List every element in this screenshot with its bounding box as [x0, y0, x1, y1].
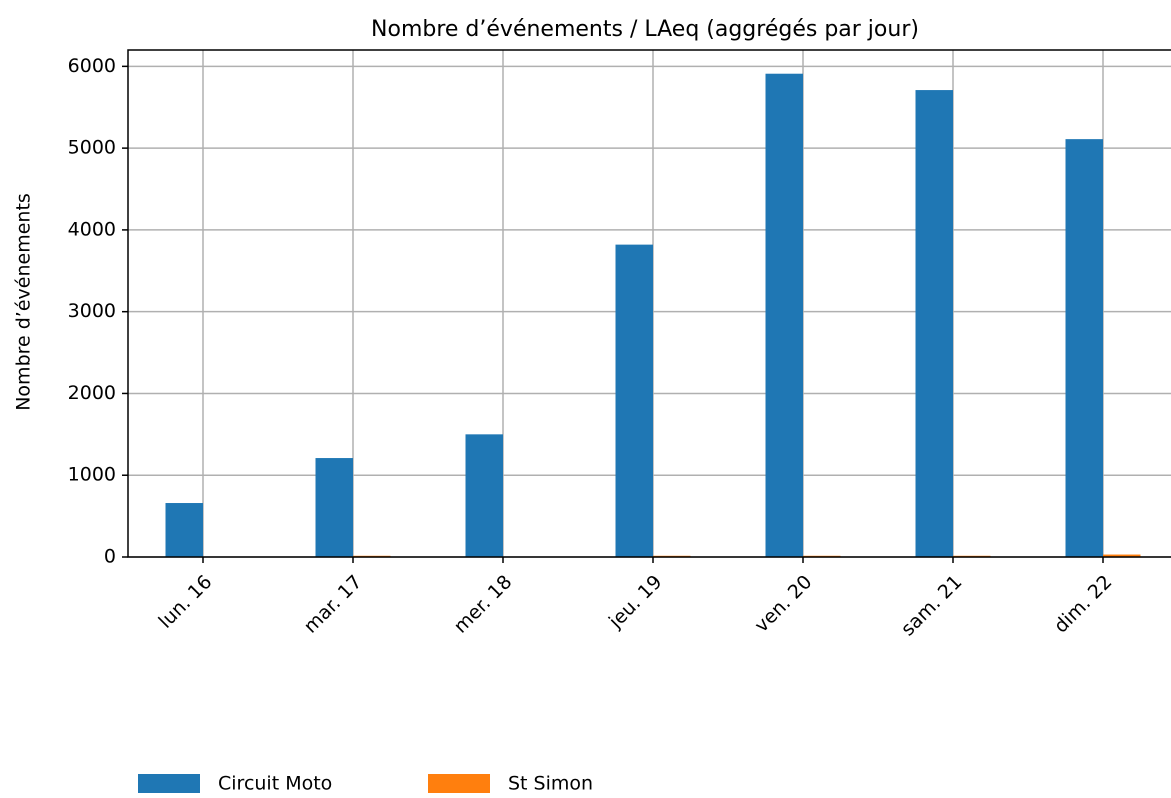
legend-label: Circuit Moto: [218, 773, 332, 795]
bar: [915, 90, 953, 558]
y-tick-label: 3000: [68, 300, 116, 322]
axis-spine: [127, 49, 1171, 558]
bar: [765, 73, 803, 558]
legend-label: St Simon: [508, 773, 593, 795]
bar: [615, 244, 653, 558]
x-tick-label: dim. 22: [1050, 571, 1117, 638]
y-axis-label: Nombre d’événements: [13, 193, 35, 411]
y-tick-label: 4000: [68, 218, 116, 240]
x-tick-label: mar. 17: [300, 571, 367, 638]
y-tick-label: 6000: [68, 55, 116, 77]
bar: [1103, 554, 1141, 557]
x-tick-label: lun. 16: [154, 571, 216, 633]
bar: [1065, 139, 1103, 558]
chart-title: Nombre d’événements / LAeq (aggrégés par…: [371, 17, 919, 42]
bar: [465, 434, 503, 557]
legend-swatch: [428, 774, 490, 793]
y-tick-label: 5000: [68, 137, 116, 159]
bar: [315, 458, 353, 557]
y-tick-label: 0: [104, 546, 116, 568]
legend-swatch: [138, 774, 200, 793]
bar: [165, 503, 203, 557]
x-tick-label: sam. 21: [897, 571, 967, 641]
x-tick-label: mer. 18: [450, 571, 517, 638]
y-tick-label: 2000: [68, 382, 116, 404]
x-tick-label: ven. 20: [750, 571, 816, 637]
y-tick-label: 1000: [68, 464, 116, 486]
x-tick-label: jeu. 19: [604, 571, 666, 633]
